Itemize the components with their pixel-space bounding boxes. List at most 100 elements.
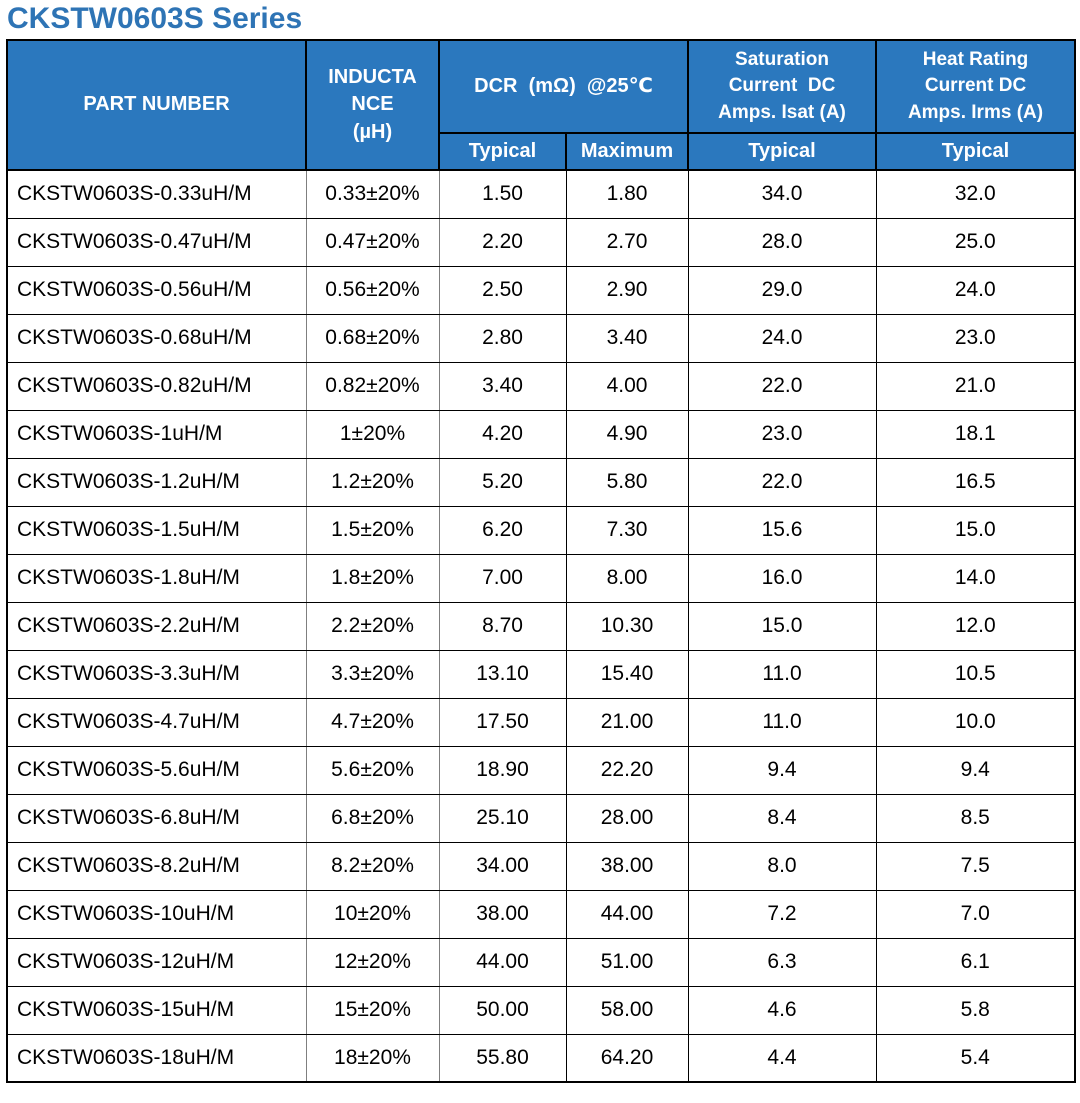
cell-dcr-maximum: 64.20 — [565, 1033, 689, 1083]
cell-part-number: CKSTW0603S-1uH/M — [6, 409, 307, 459]
spec-table-header: PART NUMBER INDUCTA NCE (µH) DCR (mΩ) @2… — [6, 39, 1077, 171]
cell-irms-typical: 8.5 — [875, 793, 1076, 843]
cell-isat-typical: 8.4 — [687, 793, 877, 843]
cell-isat-typical: 4.4 — [687, 1033, 877, 1083]
spec-table: PART NUMBER INDUCTA NCE (µH) DCR (mΩ) @2… — [6, 39, 1077, 1083]
cell-inductance: 0.82±20% — [305, 361, 440, 411]
table-row: CKSTW0603S-6.8uH/M 6.8±20% 25.10 28.00 8.4 8.… — [6, 793, 1076, 843]
cell-inductance: 0.56±20% — [305, 265, 440, 315]
cell-irms-typical: 32.0 — [875, 169, 1076, 219]
cell-isat-typical: 24.0 — [687, 313, 877, 363]
cell-isat-typical: 22.0 — [687, 457, 877, 507]
cell-part-number: CKSTW0603S-6.8uH/M — [6, 793, 307, 843]
cell-irms-typical: 14.0 — [875, 553, 1076, 603]
cell-isat-typical: 11.0 — [687, 697, 877, 747]
cell-irms-typical: 23.0 — [875, 313, 1076, 363]
cell-dcr-typical: 7.00 — [438, 553, 567, 603]
cell-isat-typical: 11.0 — [687, 649, 877, 699]
table-row: CKSTW0603S-5.6uH/M 5.6±20% 18.90 22.20 9.4 9.… — [6, 745, 1076, 795]
cell-isat-typical: 7.2 — [687, 889, 877, 939]
cell-irms-typical: 18.1 — [875, 409, 1076, 459]
cell-inductance: 1±20% — [305, 409, 440, 459]
cell-part-number: CKSTW0603S-0.82uH/M — [6, 361, 307, 411]
table-row: CKSTW0603S-0.33uH/M 0.33±20% 1.50 1.80 34.0 3… — [6, 169, 1076, 219]
cell-inductance: 0.68±20% — [305, 313, 440, 363]
cell-part-number: CKSTW0603S-18uH/M — [6, 1033, 307, 1083]
cell-irms-typical: 6.1 — [875, 937, 1076, 987]
cell-inductance: 10±20% — [305, 889, 440, 939]
header-saturation-typical: Typical — [687, 132, 878, 171]
header-inductance: INDUCTA NCE (µH) — [305, 39, 440, 171]
cell-dcr-maximum: 22.20 — [565, 745, 689, 795]
cell-irms-typical: 12.0 — [875, 601, 1076, 651]
cell-irms-typical: 5.4 — [875, 1033, 1076, 1083]
cell-irms-typical: 21.0 — [875, 361, 1076, 411]
cell-dcr-typical: 55.80 — [438, 1033, 567, 1083]
cell-inductance: 18±20% — [305, 1033, 440, 1083]
table-row: CKSTW0603S-2.2uH/M 2.2±20% 8.70 10.30 15.0 12… — [6, 601, 1076, 651]
cell-inductance: 0.47±20% — [305, 217, 440, 267]
cell-irms-typical: 7.5 — [875, 841, 1076, 891]
cell-dcr-maximum: 15.40 — [565, 649, 689, 699]
cell-isat-typical: 15.6 — [687, 505, 877, 555]
cell-part-number: CKSTW0603S-8.2uH/M — [6, 841, 307, 891]
cell-dcr-typical: 3.40 — [438, 361, 567, 411]
cell-part-number: CKSTW0603S-15uH/M — [6, 985, 307, 1035]
cell-part-number: CKSTW0603S-1.8uH/M — [6, 553, 307, 603]
cell-inductance: 0.33±20% — [305, 169, 440, 219]
table-row: CKSTW0603S-0.68uH/M 0.68±20% 2.80 3.40 24.0 2… — [6, 313, 1076, 363]
table-row: CKSTW0603S-1uH/M 1±20% 4.20 4.90 23.0 18.1 — [6, 409, 1076, 459]
cell-inductance: 2.2±20% — [305, 601, 440, 651]
cell-dcr-maximum: 2.70 — [565, 217, 689, 267]
header-saturation-current-group: Saturation Current DC Amps. Isat (A) — [687, 39, 878, 134]
table-row: CKSTW0603S-0.56uH/M 0.56±20% 2.50 2.90 29.0 2… — [6, 265, 1076, 315]
cell-part-number: CKSTW0603S-0.68uH/M — [6, 313, 307, 363]
cell-irms-typical: 25.0 — [875, 217, 1076, 267]
cell-dcr-maximum: 51.00 — [565, 937, 689, 987]
cell-irms-typical: 15.0 — [875, 505, 1076, 555]
cell-dcr-maximum: 7.30 — [565, 505, 689, 555]
cell-dcr-maximum: 21.00 — [565, 697, 689, 747]
cell-dcr-typical: 6.20 — [438, 505, 567, 555]
cell-dcr-maximum: 58.00 — [565, 985, 689, 1035]
cell-isat-typical: 15.0 — [687, 601, 877, 651]
cell-dcr-maximum: 10.30 — [565, 601, 689, 651]
header-heat-rating-current-group: Heat Rating Current DC Amps. Irms (A) — [875, 39, 1077, 134]
cell-dcr-typical: 5.20 — [438, 457, 567, 507]
cell-isat-typical: 23.0 — [687, 409, 877, 459]
cell-dcr-typical: 34.00 — [438, 841, 567, 891]
cell-part-number: CKSTW0603S-3.3uH/M — [6, 649, 307, 699]
cell-irms-typical: 16.5 — [875, 457, 1076, 507]
header-dcr-group: DCR (mΩ) @25℃ — [437, 39, 690, 134]
cell-part-number: CKSTW0603S-5.6uH/M — [6, 745, 307, 795]
cell-inductance: 8.2±20% — [305, 841, 440, 891]
cell-isat-typical: 34.0 — [687, 169, 877, 219]
cell-dcr-maximum: 38.00 — [565, 841, 689, 891]
cell-dcr-typical: 13.10 — [438, 649, 567, 699]
cell-part-number: CKSTW0603S-0.33uH/M — [6, 169, 307, 219]
cell-dcr-maximum: 5.80 — [565, 457, 689, 507]
table-row: CKSTW0603S-0.47uH/M 0.47±20% 2.20 2.70 28.0 2… — [6, 217, 1076, 267]
table-row: CKSTW0603S-1.5uH/M 1.5±20% 6.20 7.30 15.6 15.… — [6, 505, 1076, 555]
table-row: CKSTW0603S-1.8uH/M 1.8±20% 7.00 8.00 16.0 14.… — [6, 553, 1076, 603]
header-dcr-typical: Typical — [438, 132, 567, 171]
table-row: CKSTW0603S-18uH/M 18±20% 55.80 64.20 4.4 5.4 — [6, 1033, 1076, 1083]
cell-inductance: 15±20% — [305, 985, 440, 1035]
cell-dcr-typical: 2.80 — [438, 313, 567, 363]
cell-irms-typical: 24.0 — [875, 265, 1076, 315]
cell-dcr-typical: 25.10 — [438, 793, 567, 843]
cell-dcr-typical: 2.20 — [438, 217, 567, 267]
cell-dcr-maximum: 2.90 — [565, 265, 689, 315]
table-row: CKSTW0603S-8.2uH/M 8.2±20% 34.00 38.00 8.0 7.… — [6, 841, 1076, 891]
cell-inductance: 1.5±20% — [305, 505, 440, 555]
cell-dcr-typical: 44.00 — [438, 937, 567, 987]
cell-dcr-typical: 38.00 — [438, 889, 567, 939]
cell-dcr-typical: 17.50 — [438, 697, 567, 747]
table-row: CKSTW0603S-12uH/M 12±20% 44.00 51.00 6.3 6.1 — [6, 937, 1076, 987]
cell-irms-typical: 10.5 — [875, 649, 1076, 699]
cell-dcr-maximum: 4.90 — [565, 409, 689, 459]
cell-dcr-typical: 2.50 — [438, 265, 567, 315]
cell-dcr-maximum: 44.00 — [565, 889, 689, 939]
cell-part-number: CKSTW0603S-4.7uH/M — [6, 697, 307, 747]
table-row: CKSTW0603S-4.7uH/M 4.7±20% 17.50 21.00 11.0 1… — [6, 697, 1076, 747]
